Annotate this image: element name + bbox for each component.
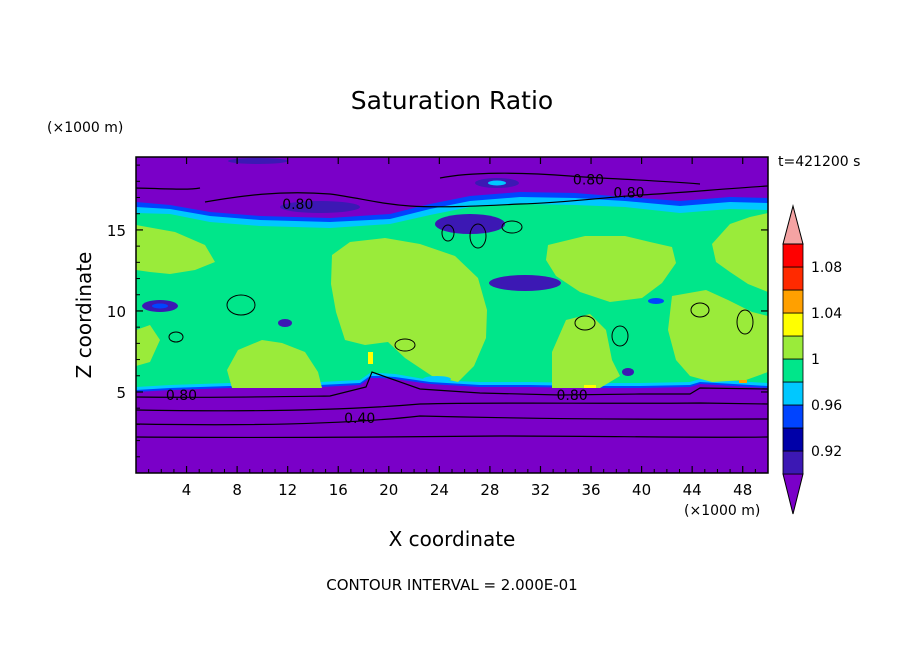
pocket — [423, 376, 451, 382]
y-axis-label: Z coordinate — [72, 251, 96, 379]
pocket — [435, 214, 505, 234]
x-tick-label: 28 — [480, 481, 499, 499]
pocket — [228, 158, 288, 164]
x-tick-label: 8 — [232, 481, 242, 499]
contour-label: 0.80 — [613, 186, 644, 202]
x-axis-label: X coordinate — [388, 527, 516, 551]
x-unit-label: (×1000 m) — [684, 503, 761, 519]
time-label: t=421200 s — [778, 154, 861, 170]
colorbar-swatch — [782, 289, 804, 314]
contour-islands — [168, 220, 754, 352]
pocket — [152, 303, 168, 309]
colorbar-label: 1.04 — [811, 306, 842, 322]
x-tick-label: 24 — [430, 481, 449, 499]
pocket — [489, 275, 561, 291]
colorbar-arrow-high — [782, 204, 804, 245]
contour-interval-footer: CONTOUR INTERVAL = 2.000E-01 — [326, 576, 578, 594]
colorbar-swatch — [782, 381, 804, 406]
colorbar-swatch — [782, 404, 804, 429]
pocket — [622, 368, 634, 376]
pocket — [648, 298, 664, 304]
x-tick-label: 36 — [581, 481, 600, 499]
region-lime — [331, 238, 487, 382]
region-yellow — [368, 352, 373, 364]
contour-lines — [136, 172, 768, 439]
plot-area: 0.80 0.80 0.80 0.80 0.40 0.80 — [136, 157, 768, 473]
region-lime — [546, 236, 676, 302]
x-tick-label: 32 — [531, 481, 550, 499]
pocket — [488, 180, 506, 186]
region-lime — [136, 325, 160, 366]
x-tick-label: 48 — [733, 481, 752, 499]
contour-label: 0.80 — [573, 173, 604, 189]
y-tick-label: 10 — [107, 303, 126, 321]
contour-label: 0.80 — [556, 388, 587, 404]
x-tick-label: 40 — [632, 481, 651, 499]
region-lime — [712, 213, 768, 292]
x-tick-label: 20 — [379, 481, 398, 499]
colorbar-swatch — [782, 266, 804, 291]
y-tick-label: 5 — [116, 384, 126, 402]
contour-labels: 0.80 0.80 0.80 0.80 0.40 0.80 — [166, 173, 645, 427]
contour-label: 0.40 — [344, 411, 375, 427]
y-tick-label: 15 — [107, 222, 126, 240]
colorbar: 0.92 0.96 1 1.04 1.08 — [782, 204, 842, 515]
colorbar-label: 0.96 — [811, 398, 842, 414]
region-lime — [227, 340, 322, 388]
colorbar-swatch — [782, 358, 804, 383]
region-lime — [552, 314, 620, 388]
colorbar-label: 1.08 — [811, 260, 842, 276]
x-tick-label: 12 — [278, 481, 297, 499]
pocket — [280, 201, 360, 213]
colorbar-swatch — [782, 427, 804, 452]
region-lime — [668, 290, 768, 382]
contour-label: 0.80 — [282, 197, 313, 213]
contour-label: 0.80 — [166, 388, 197, 404]
y-axis: 5 10 15 — [107, 164, 768, 458]
region-yellow — [584, 385, 596, 388]
colorbar-swatch — [782, 312, 804, 337]
pocket — [278, 319, 292, 327]
colorbar-swatch — [782, 335, 804, 360]
x-tick-label: 44 — [683, 481, 702, 499]
colorbar-swatch — [782, 243, 804, 268]
y-unit-label: (×1000 m) — [47, 120, 124, 136]
colorbar-label: 1 — [811, 352, 820, 368]
x-tick-label: 4 — [182, 481, 192, 499]
region-orange — [739, 380, 747, 383]
colorbar-label: 0.92 — [811, 444, 842, 460]
colorbar-swatch — [782, 450, 804, 475]
x-axis: 4 8 12 16 20 24 28 32 36 40 44 48 — [148, 157, 756, 499]
region-lime — [136, 225, 215, 274]
x-tick-label: 16 — [329, 481, 348, 499]
chart-title: Saturation Ratio — [350, 86, 554, 115]
colorbar-arrow-low — [782, 473, 804, 515]
